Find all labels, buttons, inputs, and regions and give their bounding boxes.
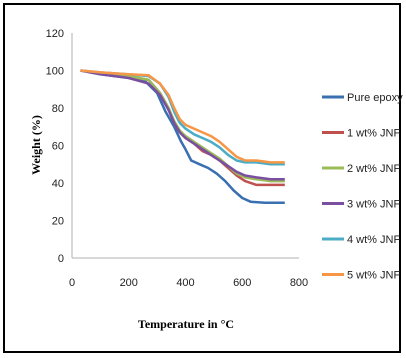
series-line-1-wt-jnf — [80, 69, 285, 187]
legend-label: Pure epoxy — [347, 92, 403, 104]
chart-frame — [3, 3, 401, 353]
x-tick-label: 0 — [69, 277, 75, 289]
y-tick-label: 20 — [52, 216, 64, 228]
series-line-5-wt-jnf — [80, 69, 285, 164]
x-tick-labels: 0 200 400 600 800 — [69, 277, 308, 289]
y-tick-labels: 0 20 40 60 80 100 120 — [46, 28, 64, 265]
legend: Pure epoxy 1 wt% JNF 2 wt% JNF 3 wt% JNF 4 w… — [322, 92, 403, 282]
y-tick-label: 80 — [52, 103, 64, 115]
x-tick-label: 400 — [176, 277, 194, 289]
y-tick-label: 120 — [46, 28, 64, 40]
x-axis-title: Temperature in °C — [138, 317, 234, 331]
y-tick-label: 60 — [52, 141, 64, 153]
y-tick-label: 40 — [52, 178, 64, 190]
axes — [71, 33, 299, 259]
x-tick-label: 600 — [233, 277, 251, 289]
series-line-4-wt-jnf — [80, 69, 285, 166]
y-tick-label: 100 — [46, 66, 64, 78]
x-tick-label: 200 — [120, 277, 138, 289]
series-line-3-wt-jnf — [80, 69, 285, 181]
series-line-2-wt-jnf — [80, 69, 285, 183]
y-tick-label: 0 — [58, 253, 64, 265]
legend-label: 1 wt% JNF — [347, 128, 400, 140]
legend-label: 2 wt% JNF — [347, 163, 400, 175]
y-axis-title: Weight (%) — [29, 115, 43, 175]
series-lines — [80, 69, 285, 204]
legend-label: 5 wt% JNF — [347, 270, 400, 282]
x-tick-label: 800 — [290, 277, 308, 289]
legend-label: 3 wt% JNF — [347, 199, 400, 211]
legend-label: 4 wt% JNF — [347, 234, 400, 246]
